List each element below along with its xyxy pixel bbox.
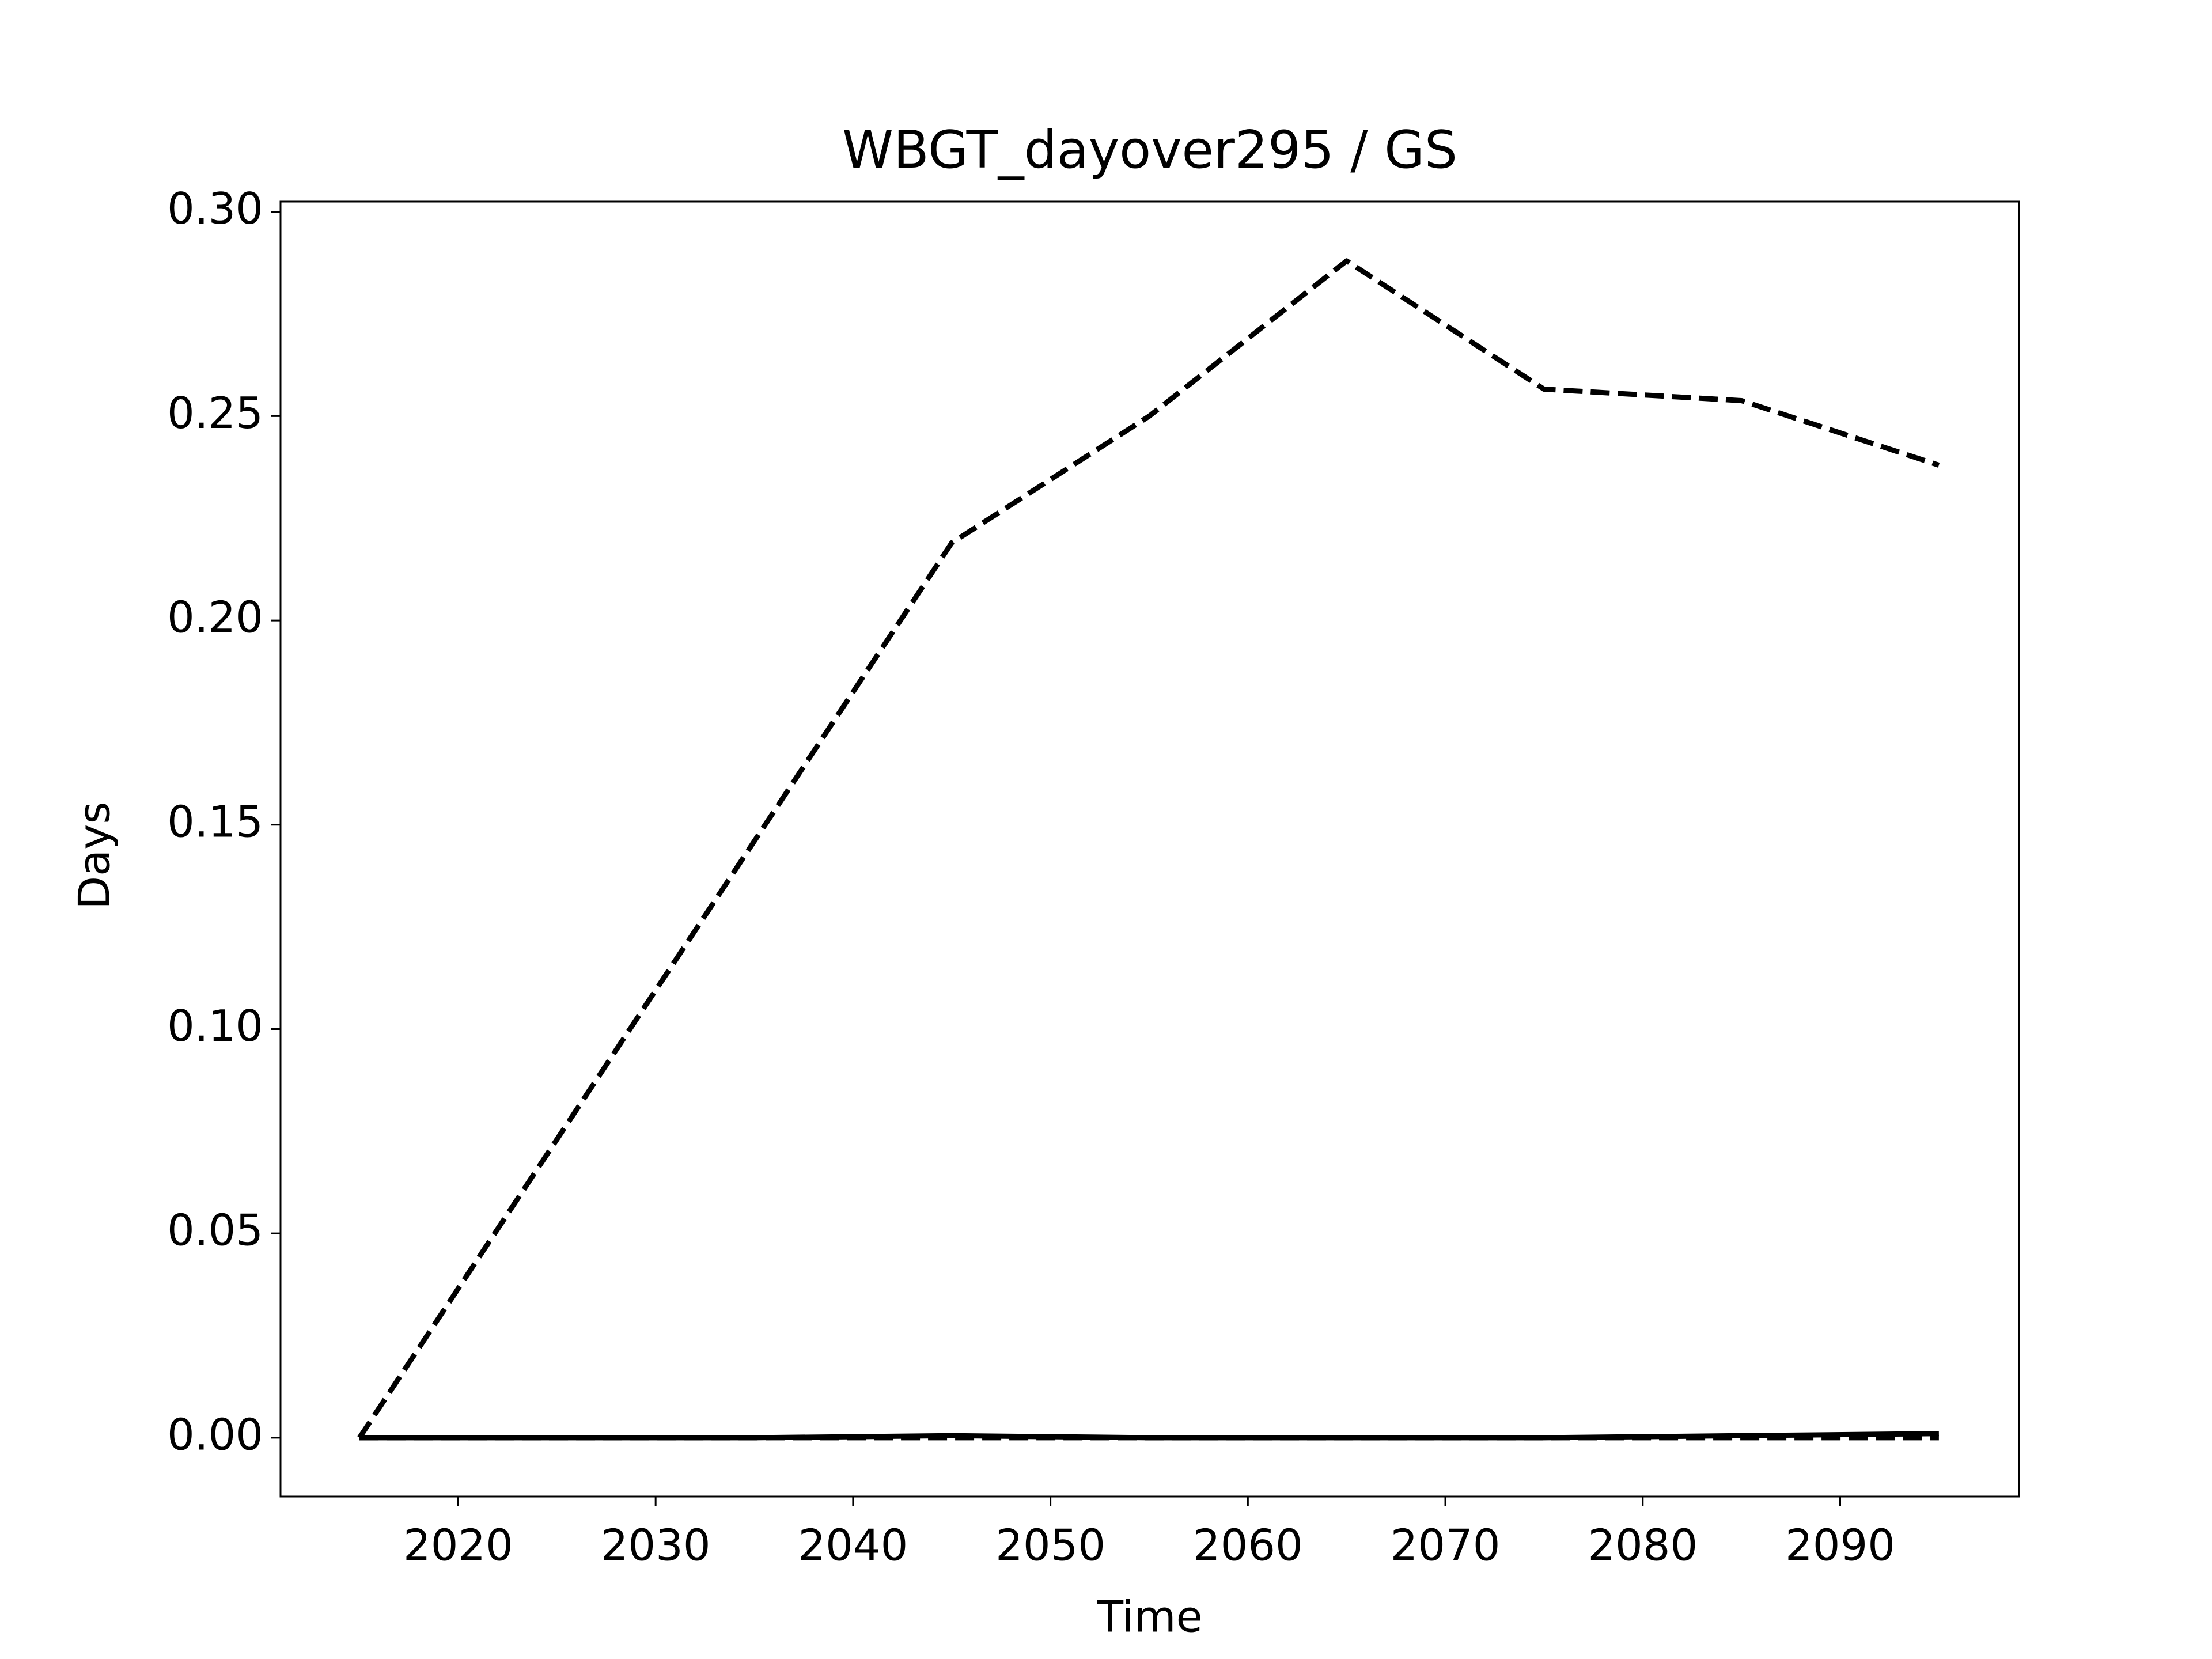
y-tick-label: 0.20: [167, 592, 263, 643]
y-tick-label: 0.15: [167, 796, 263, 847]
x-tick-label: 2070: [1391, 1520, 1501, 1571]
x-tick-label: 2090: [1785, 1520, 1895, 1571]
y-tick-label: 0.05: [167, 1205, 263, 1256]
line-series: [357, 258, 1940, 1440]
chart-title: WBGT_dayover295 / GS: [842, 120, 1457, 180]
y-axis-label: Days: [69, 801, 120, 909]
y-tick-label: 0.10: [167, 1001, 263, 1051]
x-tick-label: 2080: [1588, 1520, 1698, 1571]
x-tick-label: 2050: [995, 1520, 1105, 1571]
y-tick-label: 0.00: [167, 1409, 263, 1460]
x-tick-label: 2040: [798, 1520, 908, 1571]
y-tick-label: 0.25: [167, 388, 263, 438]
x-tick-label: 2030: [601, 1520, 711, 1571]
plot-frame: [279, 200, 2020, 1498]
x-tick-label: 2020: [403, 1520, 513, 1571]
x-axis-label: Time: [1096, 1592, 1203, 1642]
y-tick-label: 0.30: [167, 183, 263, 234]
x-tick-label: 2060: [1193, 1520, 1303, 1571]
